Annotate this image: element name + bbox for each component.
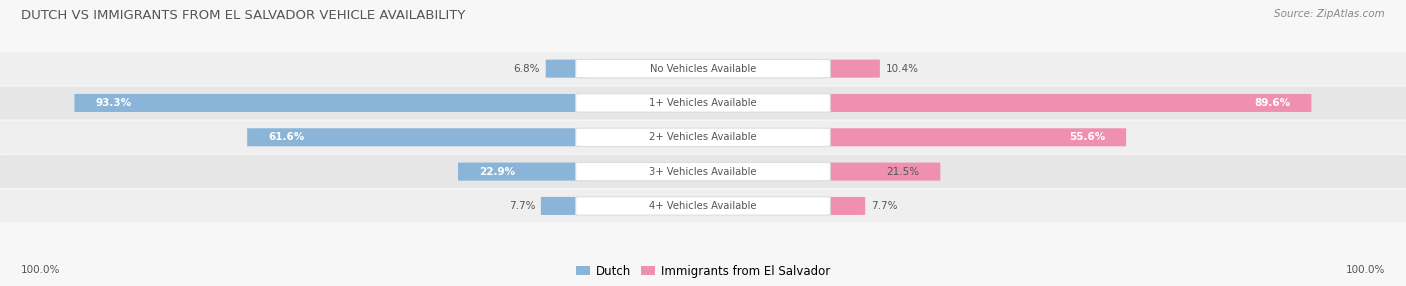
FancyBboxPatch shape: [0, 52, 1406, 85]
Text: 89.6%: 89.6%: [1254, 98, 1291, 108]
FancyBboxPatch shape: [576, 128, 830, 146]
FancyBboxPatch shape: [815, 162, 941, 181]
FancyBboxPatch shape: [815, 197, 865, 215]
FancyBboxPatch shape: [815, 94, 1312, 112]
FancyBboxPatch shape: [576, 197, 830, 215]
FancyBboxPatch shape: [546, 59, 591, 78]
Text: 7.7%: 7.7%: [509, 201, 536, 211]
FancyBboxPatch shape: [247, 128, 591, 146]
FancyBboxPatch shape: [0, 155, 1406, 188]
Text: Source: ZipAtlas.com: Source: ZipAtlas.com: [1274, 9, 1385, 19]
Text: 61.6%: 61.6%: [269, 132, 305, 142]
Text: 55.6%: 55.6%: [1069, 132, 1105, 142]
Text: 22.9%: 22.9%: [479, 167, 515, 176]
Text: 6.8%: 6.8%: [513, 64, 540, 74]
Text: 7.7%: 7.7%: [870, 201, 897, 211]
FancyBboxPatch shape: [576, 162, 830, 181]
Text: DUTCH VS IMMIGRANTS FROM EL SALVADOR VEHICLE AVAILABILITY: DUTCH VS IMMIGRANTS FROM EL SALVADOR VEH…: [21, 9, 465, 21]
FancyBboxPatch shape: [0, 189, 1406, 223]
FancyBboxPatch shape: [576, 94, 830, 112]
Text: 3+ Vehicles Available: 3+ Vehicles Available: [650, 167, 756, 176]
Legend: Dutch, Immigrants from El Salvador: Dutch, Immigrants from El Salvador: [571, 260, 835, 282]
Text: 1+ Vehicles Available: 1+ Vehicles Available: [650, 98, 756, 108]
FancyBboxPatch shape: [541, 197, 591, 215]
Text: 10.4%: 10.4%: [886, 64, 918, 74]
FancyBboxPatch shape: [0, 86, 1406, 120]
FancyBboxPatch shape: [0, 121, 1406, 154]
FancyBboxPatch shape: [576, 59, 830, 78]
FancyBboxPatch shape: [75, 94, 591, 112]
Text: 4+ Vehicles Available: 4+ Vehicles Available: [650, 201, 756, 211]
Text: 21.5%: 21.5%: [886, 167, 920, 176]
Text: No Vehicles Available: No Vehicles Available: [650, 64, 756, 74]
Text: 93.3%: 93.3%: [96, 98, 132, 108]
Text: 100.0%: 100.0%: [1346, 265, 1385, 275]
Text: 2+ Vehicles Available: 2+ Vehicles Available: [650, 132, 756, 142]
FancyBboxPatch shape: [815, 128, 1126, 146]
Text: 100.0%: 100.0%: [21, 265, 60, 275]
FancyBboxPatch shape: [815, 59, 880, 78]
FancyBboxPatch shape: [458, 162, 591, 181]
